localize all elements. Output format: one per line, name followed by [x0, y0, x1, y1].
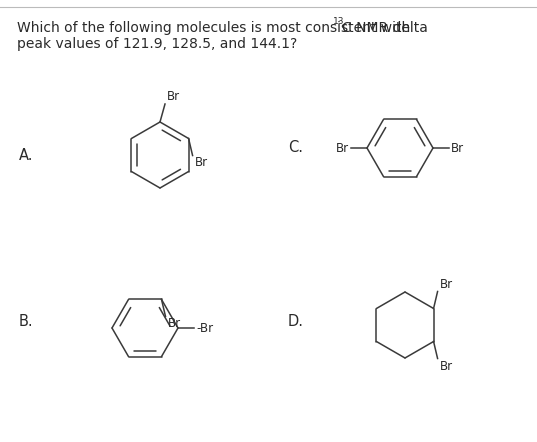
Text: Which of the following molecules is most consistent with: Which of the following molecules is most… — [17, 21, 415, 35]
Text: 13: 13 — [333, 17, 345, 26]
Text: Br: Br — [451, 141, 464, 155]
Text: Br: Br — [168, 317, 180, 331]
Text: A.: A. — [19, 148, 33, 163]
Text: C.: C. — [288, 140, 303, 155]
Text: Br: Br — [194, 156, 208, 169]
Text: peak values of 121.9, 128.5, and 144.1?: peak values of 121.9, 128.5, and 144.1? — [17, 37, 297, 51]
Text: B.: B. — [19, 314, 34, 329]
Text: Br: Br — [440, 359, 453, 373]
Text: -Br: -Br — [196, 321, 213, 335]
Text: C NMR delta: C NMR delta — [342, 21, 428, 35]
Text: D.: D. — [288, 314, 304, 329]
Text: Br: Br — [440, 278, 453, 290]
Text: Br: Br — [167, 90, 180, 103]
Text: Br: Br — [336, 141, 349, 155]
